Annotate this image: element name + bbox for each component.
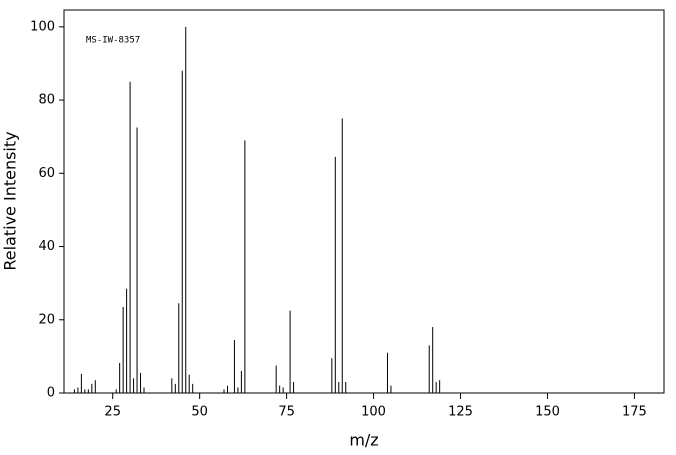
- y-tick-label: 0: [47, 386, 55, 401]
- y-tick-label: 60: [38, 166, 55, 181]
- y-tick-label: 40: [38, 239, 55, 254]
- x-tick-label: 175: [622, 405, 647, 420]
- y-tick-label: 80: [38, 93, 55, 108]
- x-tick-label: 100: [361, 405, 386, 420]
- y-tick-label: 100: [30, 19, 55, 34]
- x-tick-label: 25: [104, 405, 121, 420]
- y-axis-title: Relative Intensity: [1, 131, 20, 270]
- y-tick-label: 20: [38, 312, 55, 327]
- plot-frame: [63, 9, 665, 394]
- x-axis-title: m/z: [349, 431, 378, 450]
- x-tick-label: 125: [448, 405, 473, 420]
- annotation: MS-IW-8357: [86, 36, 140, 46]
- x-tick-label: 75: [278, 405, 295, 420]
- x-tick-label: 50: [191, 405, 208, 420]
- x-tick-label: 150: [535, 405, 560, 420]
